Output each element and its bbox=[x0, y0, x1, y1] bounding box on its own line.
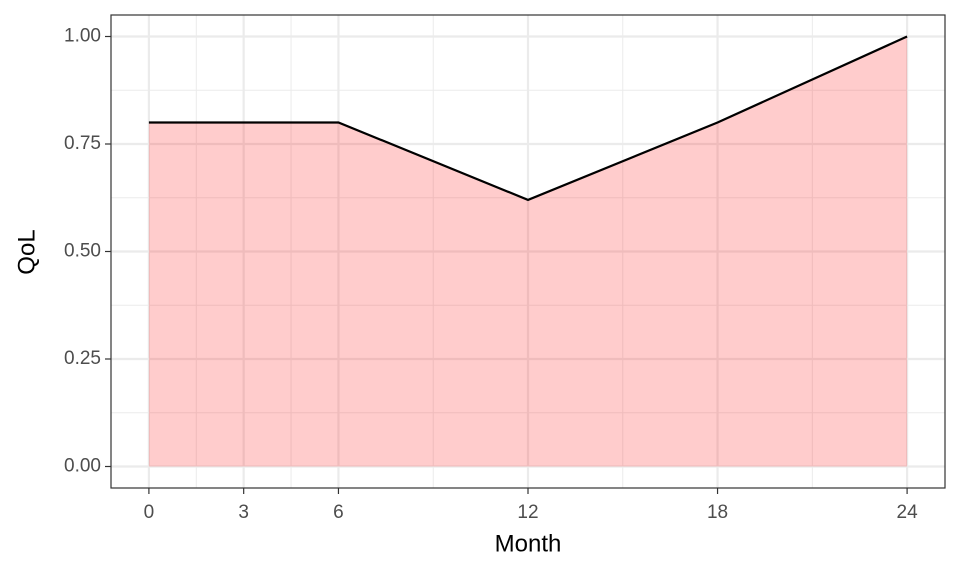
area bbox=[148, 36, 908, 467]
x-axis-title: Month bbox=[495, 530, 562, 557]
x-tick-label: 24 bbox=[897, 502, 919, 523]
x-tick-label: 0 bbox=[144, 502, 155, 523]
x-tick-label: 18 bbox=[707, 502, 728, 523]
y-tick-label: 0.25 bbox=[64, 348, 101, 369]
x-tick-label: 6 bbox=[333, 502, 344, 523]
y-tick-label: 0.50 bbox=[64, 241, 101, 262]
y-tick-label: 1.00 bbox=[64, 26, 101, 47]
line bbox=[148, 35, 908, 202]
panel-border bbox=[110, 14, 946, 489]
y-tick-label: 0.75 bbox=[64, 133, 101, 154]
y-tick-label: 0.00 bbox=[64, 456, 101, 477]
x-tick-label: 3 bbox=[238, 502, 249, 523]
y-axis-title: QoL bbox=[13, 229, 40, 274]
x-tick-label: 12 bbox=[517, 502, 538, 523]
